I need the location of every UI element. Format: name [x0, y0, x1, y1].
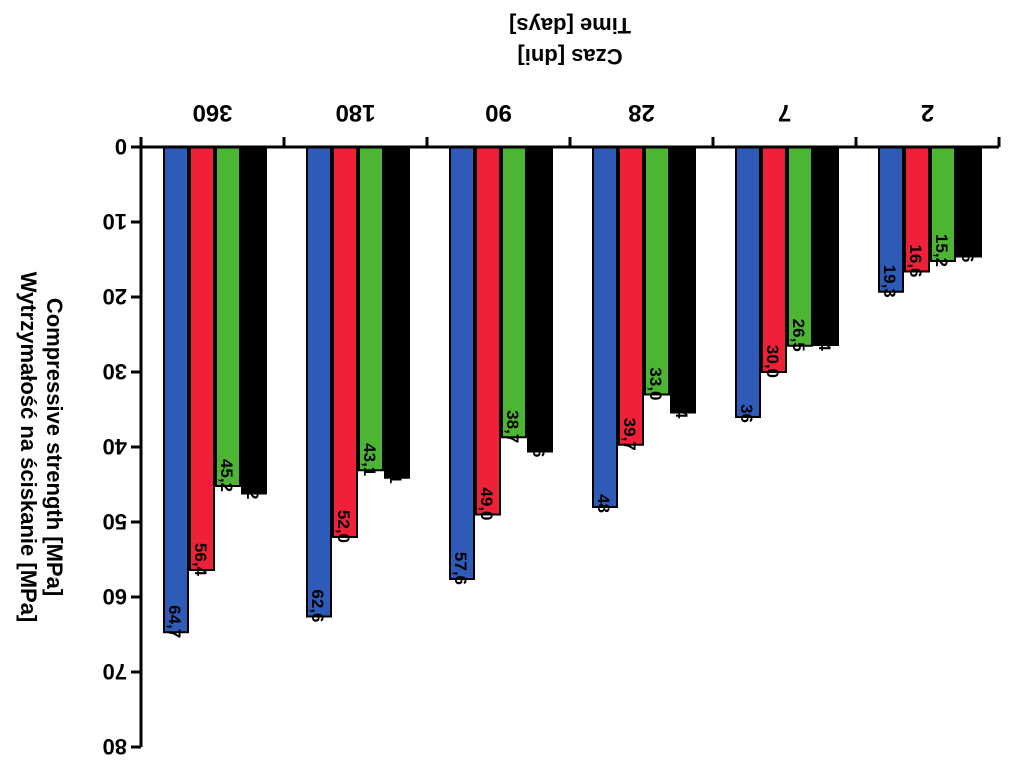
- bar-90-s1: [527, 146, 553, 453]
- data-labels-layer: 14,6 15,2 16,6 19,3 26,4 26,5 30,0 36 35,4 33,0 39…: [165, 229, 977, 638]
- data-label-180-s3: 52,0: [334, 510, 353, 543]
- x-ticks-layer: 2 7 28 90 180 360: [139, 99, 1001, 147]
- data-label-360-s3: 56,4: [191, 543, 210, 577]
- bar-90-s2: [501, 146, 527, 439]
- y-tick-label: 10: [103, 209, 127, 234]
- bar-180-s1: [384, 146, 410, 479]
- data-label-2-s1: 14,6: [958, 229, 977, 262]
- data-label-28-s1: 35,4: [672, 385, 691, 419]
- bar-360-s1: [241, 146, 267, 495]
- bar-360-s3: [189, 146, 215, 571]
- y-tick-label: 70: [103, 659, 127, 684]
- data-label-90-s4: 57,6: [451, 552, 470, 585]
- y-tick-label: 20: [103, 284, 127, 309]
- bars-layer: [163, 146, 982, 634]
- bar-28-s3: [618, 146, 644, 446]
- x-axis-label-polish: Czas [dni]: [517, 44, 622, 69]
- bar-180-s2: [358, 146, 384, 472]
- data-label-7-s4: 36: [737, 404, 756, 423]
- bar-28-s4: [592, 146, 618, 508]
- x-tick-label: 28: [628, 99, 655, 126]
- axes-layer: [139, 145, 999, 747]
- y-tick-label: 80: [103, 734, 127, 759]
- bar-28-s2: [644, 146, 670, 396]
- bar-180-s4: [306, 146, 332, 618]
- data-label-180-s4: 62,6: [308, 589, 327, 622]
- x-tick-label: 7: [778, 99, 791, 126]
- y-tick-label: 60: [103, 584, 127, 609]
- y-axis-label-english: Compressive strength [MPa]: [42, 298, 67, 596]
- bar-28-s1: [670, 146, 696, 414]
- x-tick-label: 2: [921, 99, 934, 126]
- data-label-180-s1: 44,1: [386, 451, 405, 484]
- data-label-360-s4: 64,7: [165, 605, 184, 638]
- data-label-360-s1: 46,2: [243, 466, 262, 499]
- data-label-7-s1: 26,4: [815, 318, 834, 352]
- bar-7-s2: [787, 146, 813, 347]
- bar-7-s4: [735, 146, 761, 418]
- bar-7-s1: [813, 146, 839, 346]
- y-tick-label: 50: [103, 509, 127, 534]
- data-label-2-s4: 19,3: [880, 265, 899, 298]
- x-axis-label-english: Time [days]: [509, 13, 631, 38]
- x-tick-label: 180: [335, 99, 375, 126]
- bar-360-s4: [163, 146, 189, 634]
- x-tick-label: 90: [485, 99, 512, 126]
- y-tick-label: 30: [103, 359, 127, 384]
- data-label-90-s2: 38,7: [503, 410, 522, 443]
- bar-90-s4: [449, 146, 475, 580]
- data-label-28-s2: 33,0: [646, 367, 665, 400]
- data-label-2-s3: 16,6: [906, 244, 925, 277]
- y-tick-label: 0: [115, 134, 127, 159]
- bar-180-s3: [332, 146, 358, 538]
- data-label-28-s4: 48: [594, 494, 613, 513]
- x-tick-label: 360: [192, 99, 232, 126]
- bar-7-s3: [761, 146, 787, 373]
- y-axis-label-polish: Wytrzymałość na ściskanie [MPa]: [16, 272, 41, 623]
- data-label-180-s2: 43,1: [360, 443, 379, 476]
- data-label-2-s2: 15,2: [932, 234, 951, 267]
- y-ticks-layer: 0 10 20 30 40 50 60 70 80: [103, 134, 141, 759]
- data-label-90-s3: 49,0: [477, 487, 496, 520]
- y-tick-label: 40: [103, 434, 127, 459]
- bar-360-s2: [215, 146, 241, 487]
- data-label-7-s2: 26,5: [789, 319, 808, 352]
- data-label-360-s2: 45,2: [217, 459, 236, 492]
- data-label-7-s3: 30,0: [763, 345, 782, 378]
- bar-90-s3: [475, 146, 501, 516]
- bar-2-s4: [878, 146, 904, 293]
- data-label-28-s3: 39,7: [620, 418, 639, 451]
- data-label-90-s1: 40,6: [529, 424, 548, 457]
